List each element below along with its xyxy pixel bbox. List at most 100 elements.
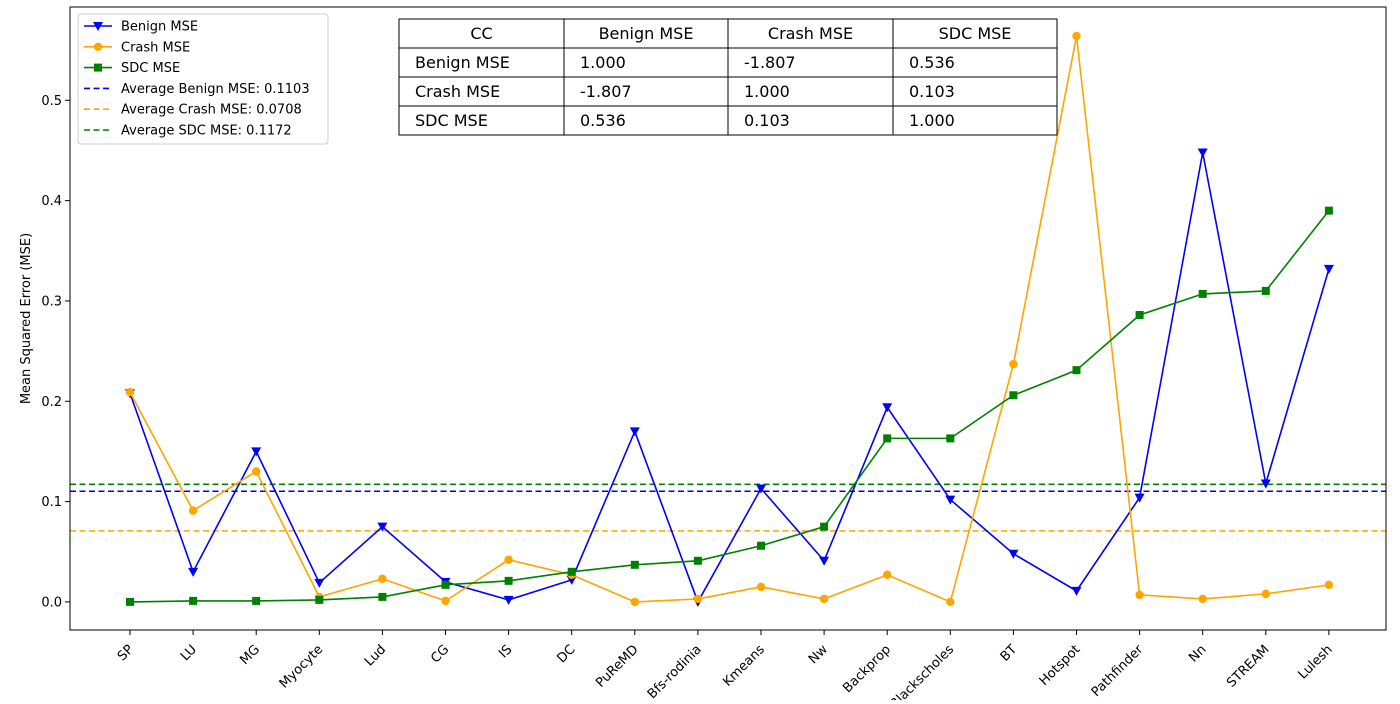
legend: Benign MSE Crash MSE SDC MSE Average Benign… (77, 13, 329, 145)
table-cell: 0.536 (580, 111, 626, 130)
data-point (1261, 286, 1270, 295)
x-tick-label: Pathfinder (1089, 642, 1147, 700)
data-point (378, 574, 387, 584)
data-point (946, 597, 955, 607)
table-cell: 1.000 (909, 111, 955, 130)
series-line (129, 210, 1330, 603)
data-point (1324, 206, 1333, 215)
data-point (1008, 549, 1019, 559)
y-tick-label: 0.2 (41, 395, 62, 410)
data-point (819, 556, 830, 566)
data-point (1197, 148, 1208, 158)
y-tick-label: 0.1 (41, 495, 62, 510)
data-point (567, 567, 576, 576)
data-point (377, 522, 388, 532)
data-point (819, 594, 829, 604)
data-point (251, 447, 262, 457)
data-point (441, 580, 450, 589)
data-point (1135, 310, 1144, 319)
table-header-cell: CC (470, 24, 492, 43)
series-line (129, 152, 1330, 604)
data-point (1198, 594, 1207, 604)
data-point (1009, 359, 1018, 369)
data-point (1324, 580, 1334, 590)
data-point (629, 427, 640, 437)
legend-label: Average SDC MSE: 0.1172 (121, 124, 292, 139)
x-tick-label: PuReMD (593, 642, 641, 690)
data-point (1071, 586, 1082, 596)
x-tick-label: Hotspot (1037, 642, 1084, 689)
data-point (126, 597, 134, 606)
table-cell: 0.536 (909, 53, 955, 72)
data-point (1261, 589, 1271, 599)
data-point (188, 567, 199, 577)
legend-box (77, 13, 329, 145)
table-header-cell: Benign MSE (599, 24, 694, 43)
legend-label: Benign MSE (121, 20, 198, 35)
correlation-table: CC Benign MSE Crash MSE SDC MSE Benign MSE 1.… (398, 18, 1058, 136)
table-header-cell: Crash MSE (768, 24, 853, 43)
x-tick-label: MG (237, 642, 263, 668)
x-tick-label: CG (428, 642, 452, 666)
series-line (129, 35, 1330, 604)
table-cell: 0.103 (744, 111, 790, 130)
y-axis-label: Mean Squared Error (MSE) (19, 233, 34, 404)
legend-marker (94, 63, 102, 72)
data-point (441, 596, 450, 606)
x-tick-label: Backprop (840, 642, 894, 696)
data-point (1009, 391, 1018, 400)
x-tick-label: Nw (806, 642, 831, 667)
data-point (630, 597, 639, 607)
x-tick-label: Lud (362, 642, 389, 669)
table-cell: 0.103 (909, 82, 955, 101)
data-point (503, 595, 514, 605)
data-point (1323, 264, 1334, 274)
plot-frame (69, 6, 1387, 631)
series-lines (125, 31, 1334, 607)
x-tick-label: LU (178, 642, 200, 664)
data-point (945, 495, 956, 505)
data-point (630, 560, 639, 569)
data-point (125, 388, 135, 397)
table-cell: Crash MSE (415, 82, 500, 101)
data-point (757, 541, 765, 550)
average-lines (70, 483, 1386, 532)
data-point (378, 592, 387, 601)
data-point (252, 467, 261, 476)
data-point (504, 555, 513, 564)
data-point (820, 522, 829, 531)
y-tick-label: 0.5 (41, 94, 62, 109)
x-tick-label: Myocyte (277, 642, 326, 691)
data-point (693, 594, 703, 604)
y-tick-label: 0.0 (41, 595, 62, 610)
data-point (1135, 590, 1144, 600)
x-tick-label: IS (496, 642, 515, 661)
table-header-cell: SDC MSE (939, 24, 1012, 43)
data-point (1134, 493, 1145, 503)
legend-label: Average Benign MSE: 0.1103 (121, 82, 310, 97)
data-point (693, 556, 702, 565)
data-point (1260, 479, 1271, 489)
x-tick-label: Bfs-rodinia (645, 642, 705, 700)
x-tick-label: DC (554, 642, 578, 666)
data-point (756, 582, 766, 592)
data-point (756, 484, 766, 494)
data-point (252, 596, 261, 605)
data-point (314, 578, 325, 588)
data-point (883, 570, 892, 580)
x-tick-label: Blackscholes (887, 642, 957, 700)
x-tick-label: STREAM (1224, 642, 1272, 690)
legend-label: Crash MSE (121, 40, 190, 55)
table-cell: -1.807 (580, 82, 632, 101)
y-tick-label: 0.3 (41, 294, 62, 309)
x-tick-label: SP (115, 642, 137, 664)
legend-marker (93, 42, 103, 51)
data-point (1072, 366, 1081, 375)
legend-label: SDC MSE (121, 61, 180, 76)
data-point (189, 596, 198, 605)
y-tick-label: 0.4 (41, 194, 62, 209)
data-point (188, 506, 198, 515)
table-cell: -1.807 (744, 53, 796, 72)
